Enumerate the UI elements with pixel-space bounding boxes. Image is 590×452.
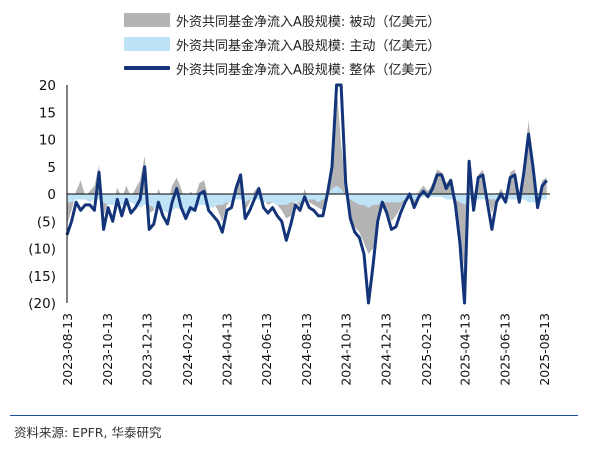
legend-item-active: 外资共同基金净流入A股规模: 主动（亿美元）	[124, 32, 440, 56]
x-tick-label: 2025-04-13	[457, 313, 472, 386]
y-tick-label: 5	[47, 160, 56, 176]
legend-swatch-passive	[124, 13, 170, 27]
x-tick-label: 2023-08-13	[60, 313, 75, 386]
series-passive-area	[67, 85, 547, 271]
y-tick-label: (5)	[37, 214, 56, 230]
x-tick-label: 2025-02-13	[419, 313, 434, 386]
legend-label-active: 外资共同基金净流入A股规模: 主动（亿美元）	[176, 38, 441, 54]
x-tick-label: 2024-10-13	[339, 313, 354, 386]
x-tick-label: 2024-12-13	[379, 313, 394, 386]
x-tick-label: 2024-04-13	[219, 313, 234, 386]
legend-label-passive: 外资共同基金净流入A股规模: 被动（亿美元）	[176, 14, 441, 30]
y-tick-label: (15)	[28, 269, 56, 285]
legend-item-passive: 外资共同基金净流入A股规模: 被动（亿美元）	[124, 8, 440, 32]
x-tick-label: 2023-10-13	[100, 313, 115, 386]
footer-divider	[10, 415, 578, 416]
series-total-line	[65, 83, 548, 305]
y-tick-label: 15	[39, 105, 56, 121]
source-note: 资料来源: EPFR, 华泰研究	[14, 425, 162, 440]
legend-swatch-total	[124, 66, 170, 70]
y-tick-label: (10)	[28, 242, 56, 258]
legend-label-total: 外资共同基金净流入A股规模: 整体（亿美元）	[176, 62, 441, 78]
legend-swatch-active	[124, 37, 170, 51]
x-tick-label: 2024-06-13	[259, 313, 274, 386]
y-tick-label: (20)	[28, 296, 56, 312]
legend-item-total: 外资共同基金净流入A股规模: 整体（亿美元）	[124, 56, 440, 80]
y-tick-label: 10	[39, 133, 56, 149]
x-tick-label: 2025-06-13	[497, 313, 512, 386]
x-tick-label: 2024-02-13	[180, 313, 195, 386]
chart-legend: 外资共同基金净流入A股规模: 被动（亿美元） 外资共同基金净流入A股规模: 主动…	[124, 8, 440, 80]
series-active-area	[67, 185, 547, 216]
x-tick-label: 2023-12-13	[140, 313, 155, 386]
x-tick-label: 2024-08-13	[299, 313, 314, 386]
x-tick-label: 2025-08-13	[537, 313, 552, 386]
y-tick-label: 20	[39, 78, 56, 94]
y-tick-label: 0	[47, 187, 56, 203]
